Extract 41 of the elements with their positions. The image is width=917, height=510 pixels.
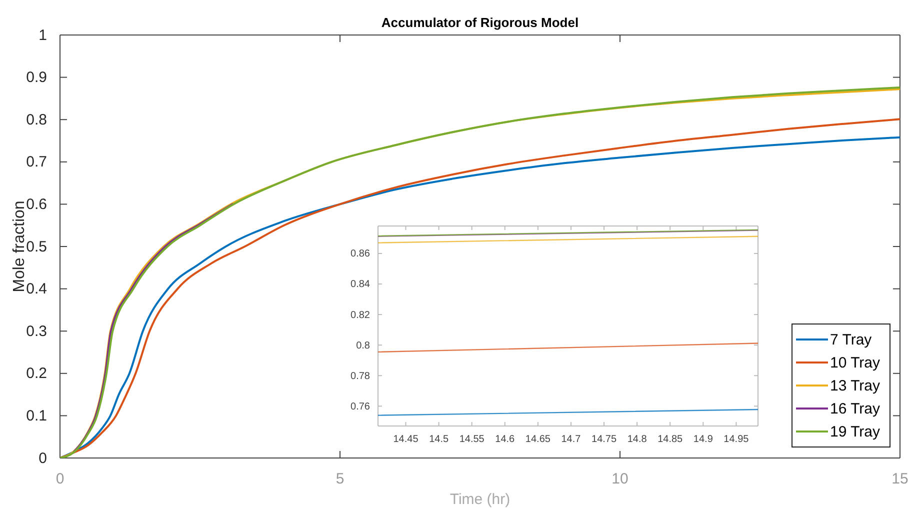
y-tick-label: 0.1 <box>26 408 47 424</box>
y-tick-label: 0 <box>38 450 47 467</box>
legend-label: 10 Tray <box>830 354 881 372</box>
y-tick-label: 0.6 <box>26 196 47 213</box>
y-tick-label: 0.4 <box>26 280 47 298</box>
legend-label: 19 Tray <box>830 424 881 440</box>
y-tick-label: 0.8 <box>356 340 370 352</box>
y-tick-label: 0.9 <box>26 69 47 86</box>
legend-label: 16 Tray <box>830 400 881 418</box>
y-tick-label: 0.3 <box>26 322 47 340</box>
y-tick-label: 0.8 <box>26 111 47 128</box>
x-tick-label: 5 <box>336 470 344 488</box>
y-tick-label: 0.76 <box>350 401 370 412</box>
y-tick-label: 0.82 <box>350 310 370 321</box>
y-tick-label: 0.78 <box>350 370 370 382</box>
x-tick-label: 10 <box>612 470 628 488</box>
y-tick-label: 0.7 <box>26 154 47 171</box>
x-axis-title: Time (hr) <box>450 491 510 508</box>
x-tick-label: 14.55 <box>459 434 485 446</box>
y-axis-title: Mole fraction <box>11 200 28 292</box>
y-tick-label: 0.5 <box>26 238 47 256</box>
chart-title: Accumulator of Rigorous Model <box>381 15 579 30</box>
line-series <box>73 203 234 453</box>
y-tick-label: 0.2 <box>26 365 47 382</box>
x-tick-label: 14.65 <box>525 434 551 446</box>
x-tick-label: 15 <box>892 470 908 488</box>
x-tick-label: 14.8 <box>627 434 648 446</box>
y-tick-label: 0.86 <box>350 248 370 260</box>
legend-label: 13 Tray <box>830 378 881 394</box>
x-tick-label: 14.95 <box>724 434 750 446</box>
legend-label: 7 Tray <box>830 332 872 348</box>
x-tick-label: 14.85 <box>658 434 684 446</box>
x-tick-label: 14.9 <box>693 434 714 446</box>
x-tick-label: 14.45 <box>393 434 419 446</box>
x-tick-label: 0 <box>56 470 64 488</box>
x-tick-label: 14.5 <box>429 434 449 446</box>
y-tick-label: 0.84 <box>350 279 370 290</box>
y-tick-label: 1 <box>38 26 47 44</box>
x-tick-label: 14.7 <box>561 434 582 446</box>
x-tick-label: 14.6 <box>495 434 516 446</box>
x-tick-label: 14.75 <box>592 434 617 446</box>
